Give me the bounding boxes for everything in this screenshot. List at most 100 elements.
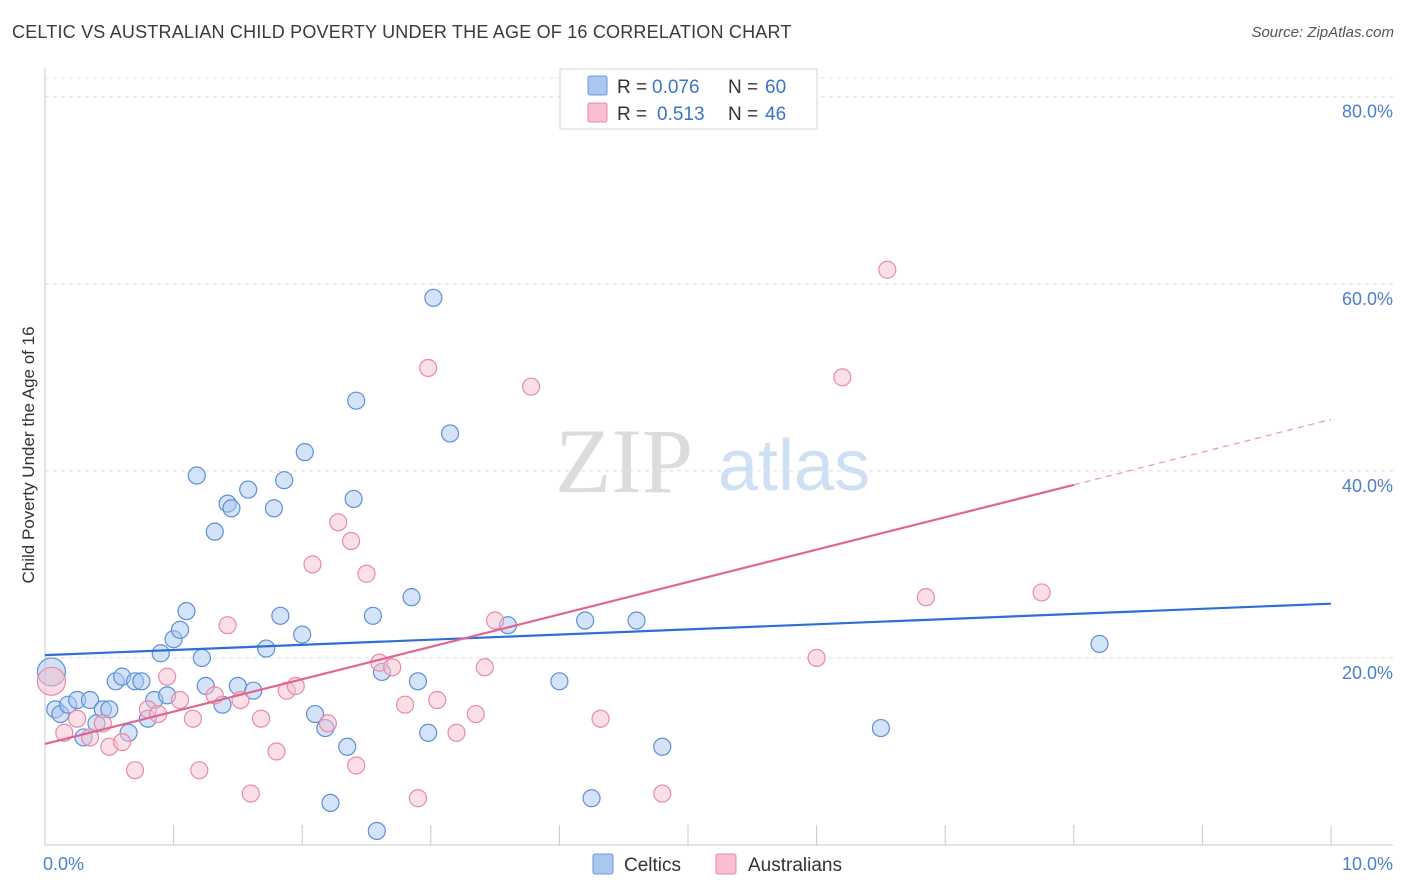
australians-point-42 [833, 368, 852, 387]
australians-point-17 [241, 784, 260, 803]
celtics-point-22 [187, 466, 206, 485]
trend-lines [44, 418, 1332, 746]
y-tick-label-3: 80.0% [1342, 102, 1393, 122]
legend-swatch-australians [587, 102, 608, 123]
watermark-atlas: atlas [718, 426, 870, 506]
celtics-point-37 [295, 443, 314, 462]
celtics-point-30 [239, 480, 258, 499]
australians-point-25 [341, 531, 361, 551]
australians-point-2 [68, 709, 87, 728]
y-tick-labels: 20.0% 40.0% 60.0% 80.0% [1342, 102, 1393, 683]
legend-n-value-australians: 46 [765, 104, 786, 125]
celtics-point-50 [424, 288, 443, 307]
australians-point-43 [878, 260, 897, 279]
x-tick-label-1: 10.0% [1342, 854, 1393, 874]
celtics-point-41 [338, 737, 357, 756]
celtics-point-23 [192, 648, 211, 668]
celtics-point-36 [293, 625, 312, 644]
legend-swatch-celtics [587, 75, 608, 96]
celtics-point-6 [80, 690, 100, 710]
celtics-point-43 [347, 391, 366, 410]
australians-point-13 [190, 761, 209, 780]
australians-point-40 [653, 784, 672, 803]
australians-point-44 [916, 588, 936, 607]
watermark: ZIP atlas [555, 410, 870, 512]
australians-point-39 [591, 709, 610, 728]
celtics-point-25 [205, 522, 224, 541]
celtics-point-38 [305, 704, 325, 724]
bottom-legend-swatch-australians [715, 853, 737, 875]
australians-point-33 [428, 690, 447, 710]
legend-box: R = 0.076 N = 60 R = 0.513 N = 46 [559, 68, 818, 130]
x-tick-labels: 0.0% 10.0% [43, 854, 1393, 874]
bottom-legend-label-australians: Australians [748, 855, 842, 876]
axes [44, 68, 1393, 846]
australians-point-19 [267, 742, 286, 761]
bottom-legend-swatch-celtics [592, 853, 614, 875]
x-tick-label-0: 0.0% [43, 854, 84, 874]
celtics-point-55 [582, 789, 601, 808]
celtics-point-17 [151, 644, 170, 663]
australians-point-41 [807, 648, 826, 668]
australians-point-34 [447, 723, 466, 742]
australians-point-0 [36, 666, 67, 696]
source-label: Source: ZipAtlas.com [1251, 24, 1394, 41]
australians-point-35 [466, 704, 485, 724]
australians-point-30 [395, 695, 415, 714]
australians-point-45 [1032, 583, 1051, 602]
celtics-point-53 [550, 672, 569, 691]
celtics-point-14 [132, 672, 151, 691]
australians-point-38 [522, 377, 541, 396]
series-australians-points [36, 260, 1051, 808]
celtics-point-51 [440, 424, 460, 443]
australians-point-15 [218, 616, 237, 635]
y-tick-label-2: 60.0% [1342, 289, 1393, 309]
celtics-point-33 [264, 499, 284, 518]
celtics-point-28 [222, 499, 241, 518]
legend-n-label-australians: N = [728, 104, 758, 125]
australians-point-24 [329, 513, 348, 532]
chart-title: CELTIC VS AUSTRALIAN CHILD POVERTY UNDER… [12, 22, 792, 42]
celtics-point-48 [408, 672, 428, 691]
celtics-point-58 [871, 718, 891, 738]
australians-point-23 [318, 714, 338, 733]
y-tick-label-1: 40.0% [1342, 476, 1393, 496]
celtics-point-59 [1090, 634, 1109, 653]
australians-point-32 [419, 358, 438, 378]
australians-point-12 [183, 709, 202, 728]
australians-point-26 [347, 756, 366, 775]
australians-point-36 [475, 658, 494, 677]
celtics-point-49 [419, 723, 438, 742]
y-tick-label-0: 20.0% [1342, 663, 1393, 683]
legend-n-label-celtics: N = [728, 77, 758, 98]
celtics-point-42 [344, 489, 363, 509]
celtics-point-54 [576, 611, 595, 630]
australians-point-7 [125, 761, 145, 780]
celtics-point-57 [653, 737, 672, 756]
australians-point-18 [251, 709, 271, 728]
grid-lines [45, 77, 1393, 659]
bottom-legend: Celtics Australians [592, 853, 842, 876]
celtics-point-56 [627, 611, 646, 630]
celtics-point-44 [363, 606, 383, 625]
australians-trend-line [44, 483, 1075, 746]
celtics-point-32 [257, 639, 276, 658]
legend-r-label-celtics: R = [617, 77, 647, 98]
australians-point-29 [383, 658, 402, 677]
legend-r-value-australians: 0.513 [657, 104, 705, 125]
australians-point-10 [158, 667, 177, 686]
legend-r-label-australians: R = [617, 104, 647, 125]
celtics-point-47 [402, 588, 421, 607]
y-axis-label: Child Poverty Under the Age of 16 [19, 326, 38, 583]
celtics-point-35 [275, 471, 294, 490]
australians-point-31 [408, 789, 428, 808]
australians-point-22 [303, 555, 322, 574]
bottom-legend-label-celtics: Celtics [624, 855, 681, 876]
australians-point-27 [357, 564, 376, 583]
watermark-zip: ZIP [555, 410, 693, 512]
celtics-point-21 [177, 602, 196, 621]
celtics-point-40 [321, 793, 340, 813]
celtics-point-34 [271, 606, 290, 625]
australians-point-6 [113, 733, 132, 752]
